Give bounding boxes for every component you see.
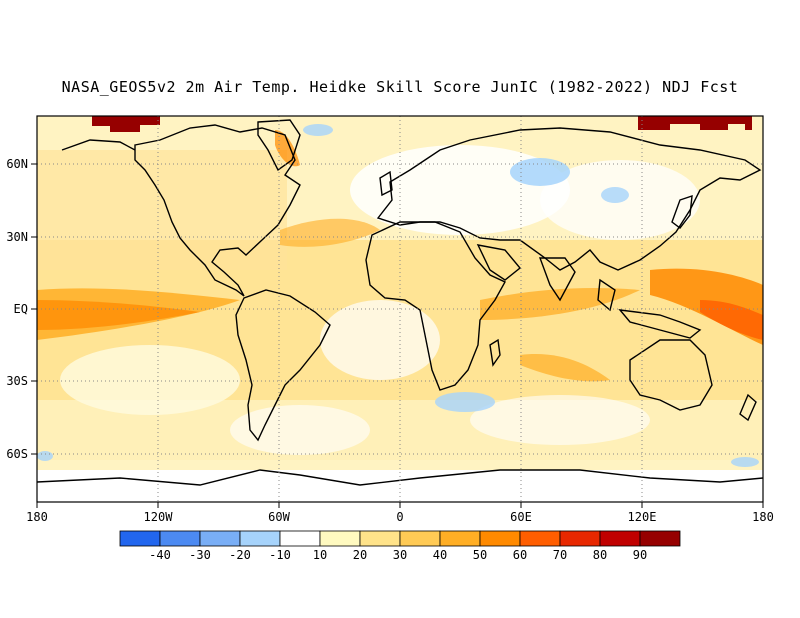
lat-lon-grid [37,116,763,502]
colorbar-label: 10 [313,548,327,562]
colorbar-label: 90 [633,548,647,562]
colorbar-swatch [399,530,441,547]
colorbar-swatch [119,530,161,547]
lon-tick-label: 60W [268,510,290,524]
lon-tick-label: 120W [144,510,174,524]
lat-tick-label: 60S [6,447,28,461]
colorbar-label: -10 [269,548,291,562]
coastlines [37,119,763,486]
colorbar-label: 60 [513,548,527,562]
lat-tick-label: EQ [14,302,28,316]
lat-tick-labels: 60N 30N EQ 30S 60S [6,157,28,461]
colorbar-swatch [639,530,681,547]
colorbar-swatch [599,530,641,547]
colorbar-swatch [239,530,281,547]
lat-tick-label: 60N [6,157,28,171]
colorbar-swatch [159,530,201,547]
lon-tick-label: 180 [752,510,774,524]
lon-tick-label: 60E [510,510,532,524]
lon-tick-label: 120E [628,510,657,524]
lon-tick-label: 0 [396,510,403,524]
map-title: NASA_GEOS5v2 2m Air Temp. Heidke Skill S… [61,78,739,96]
lon-tick-label: 180 [26,510,48,524]
colorbar-swatch [359,530,401,547]
colorbar: -40 -30 -20 -10 10 20 30 40 50 60 70 80 90 [119,530,681,562]
colorbar-label: 50 [473,548,487,562]
tick-marks [31,163,764,508]
colorbar-label: 30 [393,548,407,562]
colorbar-label: -20 [229,548,251,562]
colorbar-label: 40 [433,548,447,562]
colorbar-swatch [479,530,521,547]
colorbar-swatch [319,530,361,547]
lon-tick-labels: 180 120W 60W 0 60E 120E 180 [26,510,774,524]
lat-tick-label: 30N [6,230,28,244]
colorbar-label: 20 [353,548,367,562]
lat-tick-label: 30S [6,374,28,388]
colorbar-label: 80 [593,548,607,562]
colorbar-swatch [519,530,561,547]
colorbar-swatch [439,530,481,547]
colorbar-swatch [199,530,241,547]
colorbar-label: -40 [149,548,171,562]
colorbar-swatch [559,530,601,547]
colorbar-label: -30 [189,548,211,562]
colorbar-label: 70 [553,548,567,562]
colorbar-swatch [279,530,321,547]
